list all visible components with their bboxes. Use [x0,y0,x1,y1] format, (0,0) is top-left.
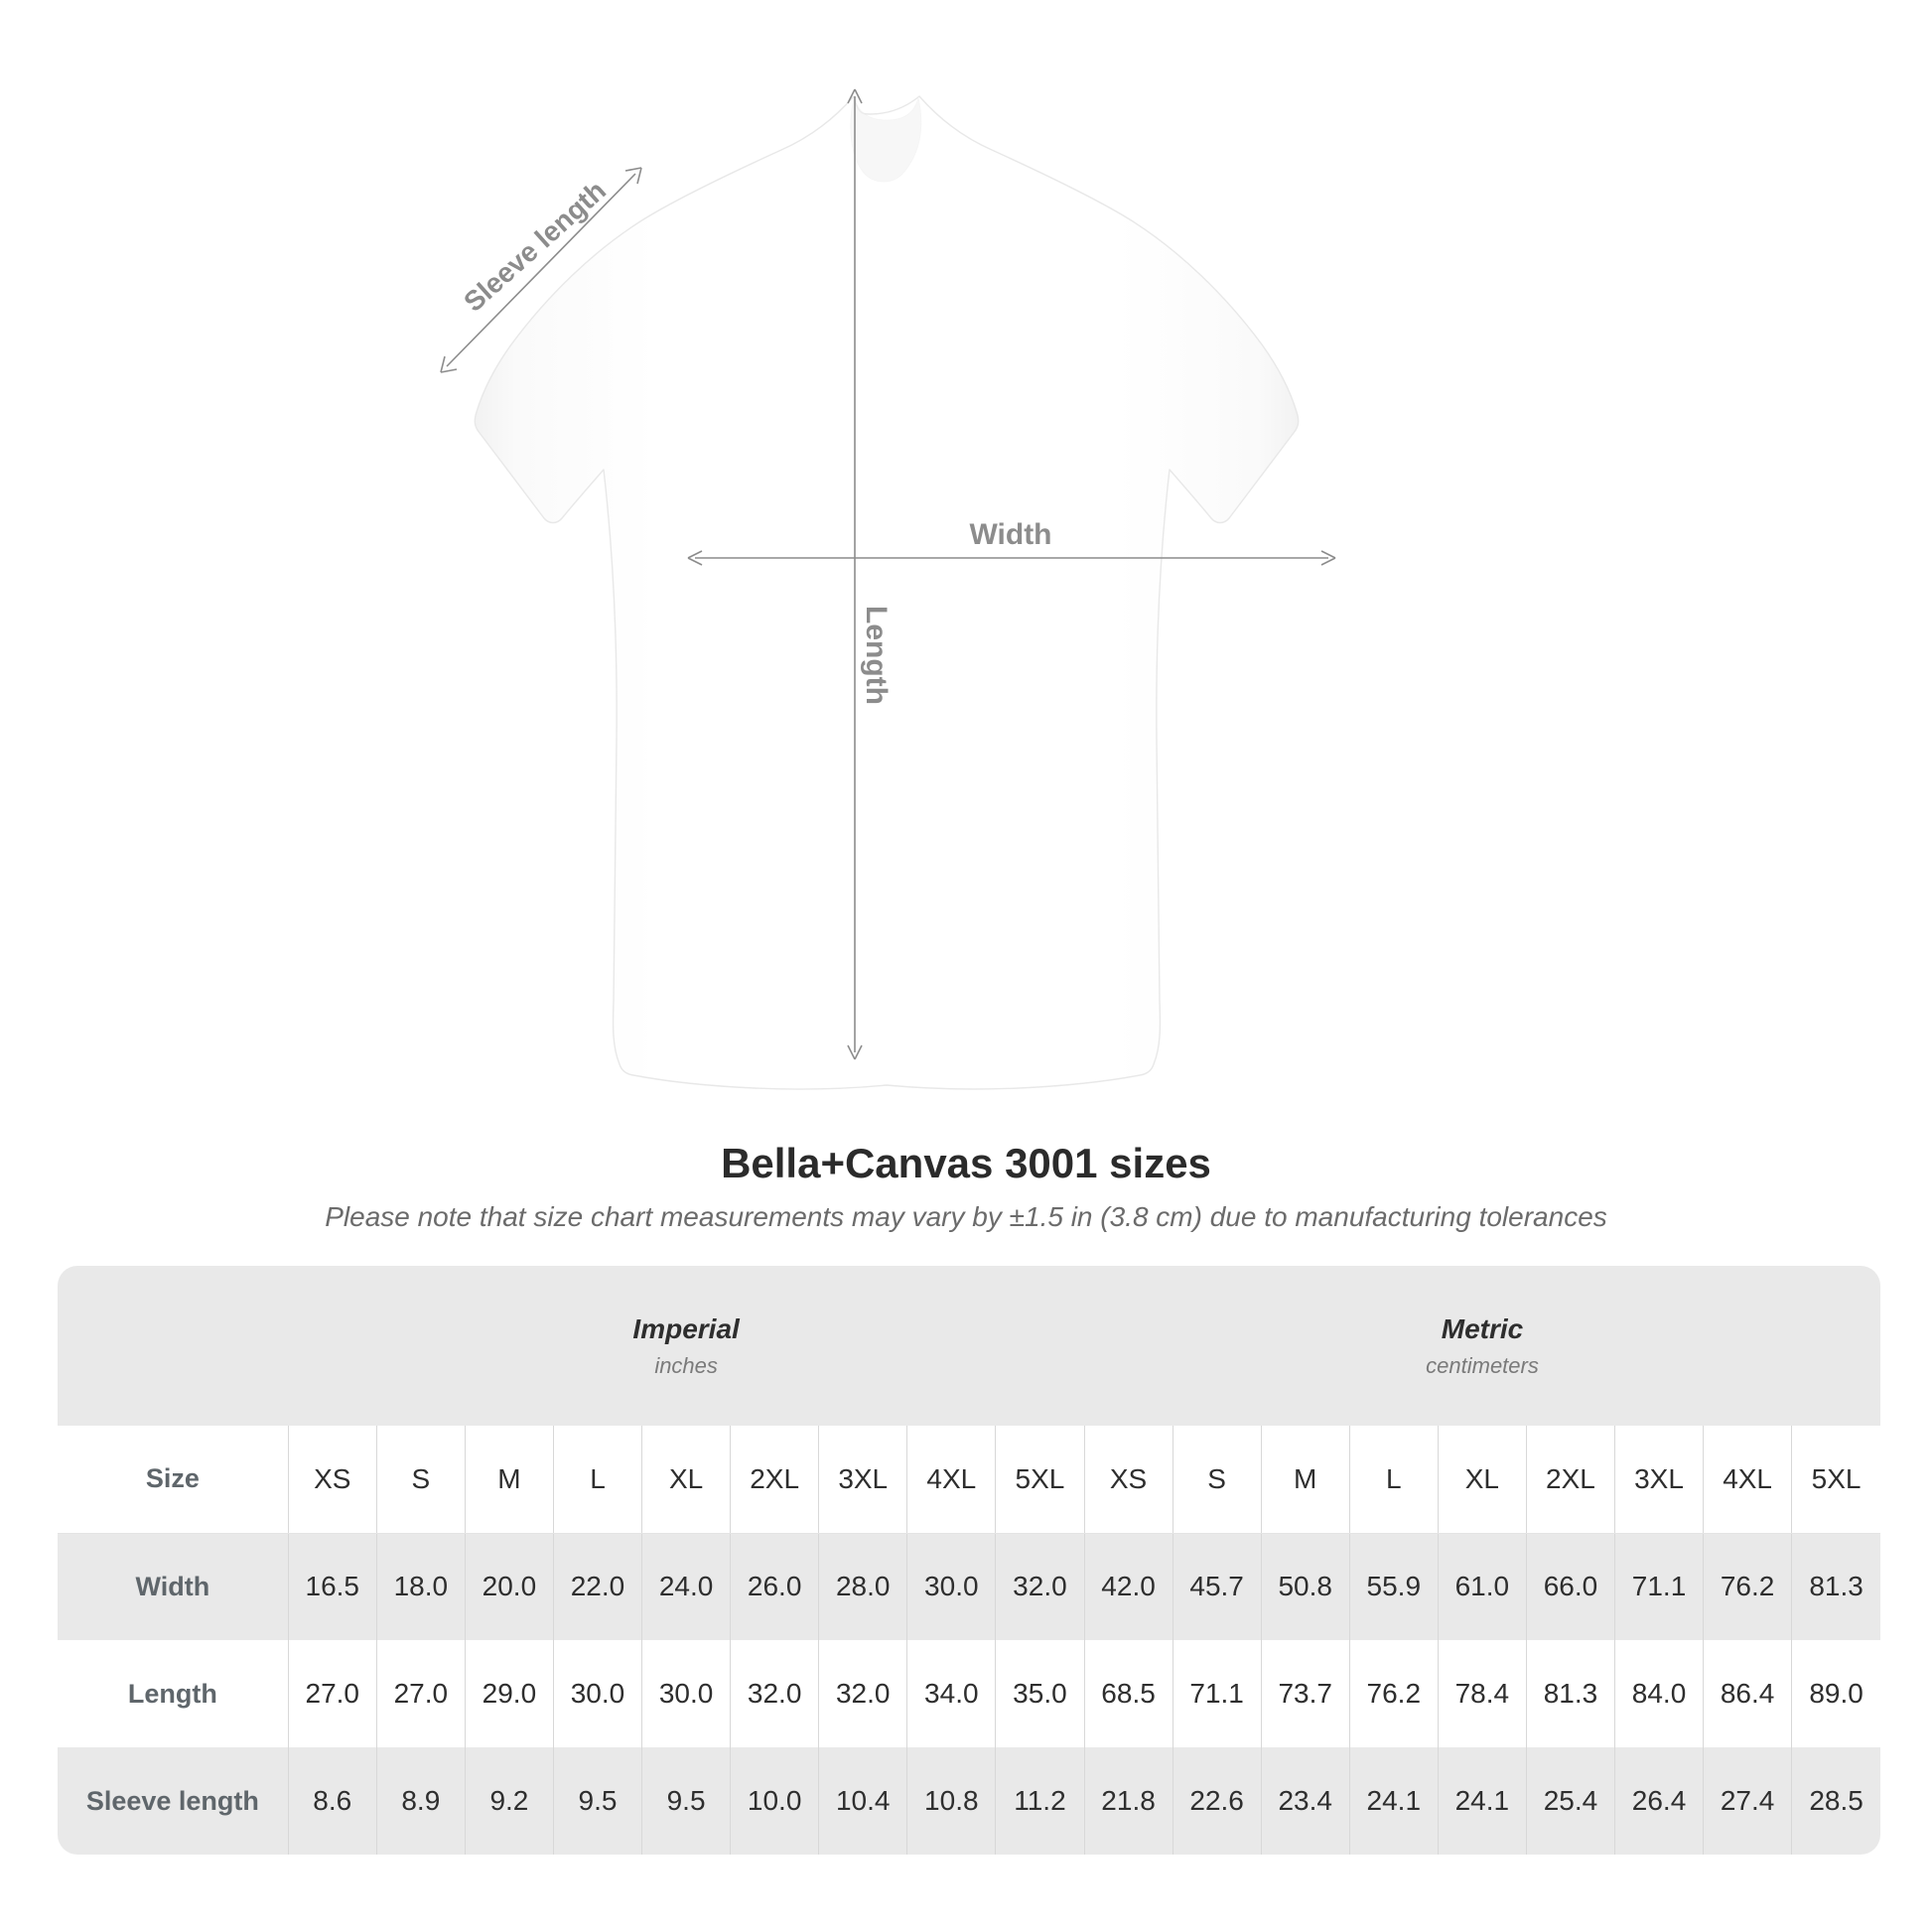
svg-text:Width: Width [969,518,1051,551]
svg-text:Length: Length [860,606,893,705]
